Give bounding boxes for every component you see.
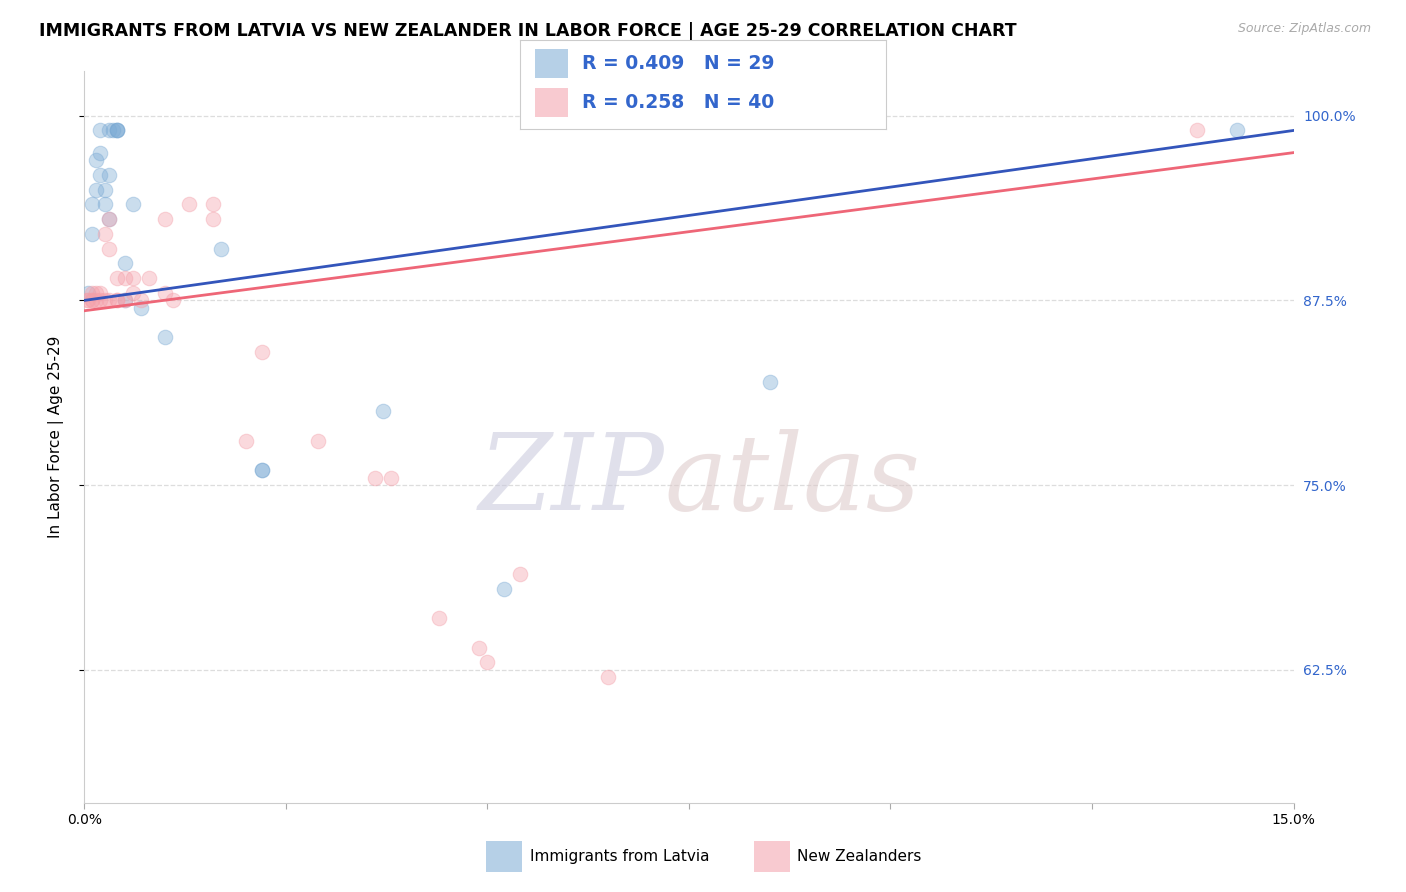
Point (114, 256, 136, 270)
Point (129, 301, 152, 315)
Point (202, 197, 225, 211)
Text: R = 0.409   N = 29: R = 0.409 N = 29 (582, 54, 775, 73)
Point (86, 285, 108, 300)
Point (89, 293, 111, 308)
Point (250, 463, 273, 477)
Point (93, 293, 115, 308)
Point (76, 293, 98, 308)
Point (82, 293, 104, 308)
Point (162, 293, 184, 308)
Point (492, 582, 515, 596)
Point (250, 463, 273, 477)
Point (89, 168, 111, 182)
Text: Immigrants from Latvia: Immigrants from Latvia (530, 849, 709, 863)
Point (105, 123, 128, 137)
Point (86, 293, 108, 308)
Point (97, 212, 120, 227)
Point (179, 197, 201, 211)
Bar (534, 49, 568, 78)
Point (105, 123, 128, 137)
Point (114, 293, 136, 308)
Text: IMMIGRANTS FROM LATVIA VS NEW ZEALANDER IN LABOR FORCE | AGE 25-29 CORRELATION C: IMMIGRANTS FROM LATVIA VS NEW ZEALANDER … (39, 22, 1017, 40)
Text: atlas: atlas (665, 429, 921, 533)
Point (250, 345, 273, 359)
Point (121, 285, 143, 300)
Text: New Zealanders: New Zealanders (797, 849, 922, 863)
Point (427, 611, 450, 625)
Point (89, 145, 111, 160)
Text: R = 0.258   N = 40: R = 0.258 N = 40 (582, 93, 775, 112)
Point (371, 404, 394, 418)
Point (86, 153, 108, 167)
Point (1226, 123, 1249, 137)
Point (93, 183, 115, 197)
Point (93, 197, 115, 211)
Point (202, 212, 225, 227)
Point (86, 183, 108, 197)
Point (235, 434, 257, 448)
Point (105, 271, 128, 285)
Point (97, 212, 120, 227)
Point (129, 293, 152, 308)
Point (82, 293, 104, 308)
Point (97, 242, 120, 256)
Point (363, 471, 385, 485)
Point (97, 293, 120, 308)
Point (209, 242, 232, 256)
Point (82, 197, 104, 211)
Point (89, 123, 111, 137)
Point (468, 640, 491, 655)
Point (477, 656, 499, 670)
Point (105, 293, 128, 308)
Point (105, 293, 128, 308)
Point (153, 212, 176, 227)
Point (307, 434, 329, 448)
Bar (754, 840, 790, 872)
Point (77, 293, 100, 308)
Point (598, 670, 620, 684)
Bar (486, 840, 522, 872)
Point (97, 123, 120, 137)
Point (509, 566, 531, 581)
Point (97, 168, 120, 182)
Point (758, 375, 780, 389)
Point (153, 330, 176, 344)
Y-axis label: In Labor Force | Age 25-29: In Labor Force | Age 25-29 (48, 336, 63, 538)
Point (1185, 123, 1208, 137)
Point (93, 227, 115, 241)
Point (380, 471, 402, 485)
Text: Source: ZipAtlas.com: Source: ZipAtlas.com (1237, 22, 1371, 36)
Point (82, 227, 104, 241)
Point (101, 123, 124, 137)
Bar (534, 88, 568, 117)
Point (121, 271, 143, 285)
Text: ZIP: ZIP (479, 429, 665, 533)
Point (82, 285, 104, 300)
Point (105, 123, 128, 137)
Point (89, 285, 111, 300)
Point (77, 285, 100, 300)
Point (121, 197, 143, 211)
Point (114, 293, 136, 308)
Point (114, 271, 136, 285)
Point (138, 271, 160, 285)
Point (153, 285, 176, 300)
